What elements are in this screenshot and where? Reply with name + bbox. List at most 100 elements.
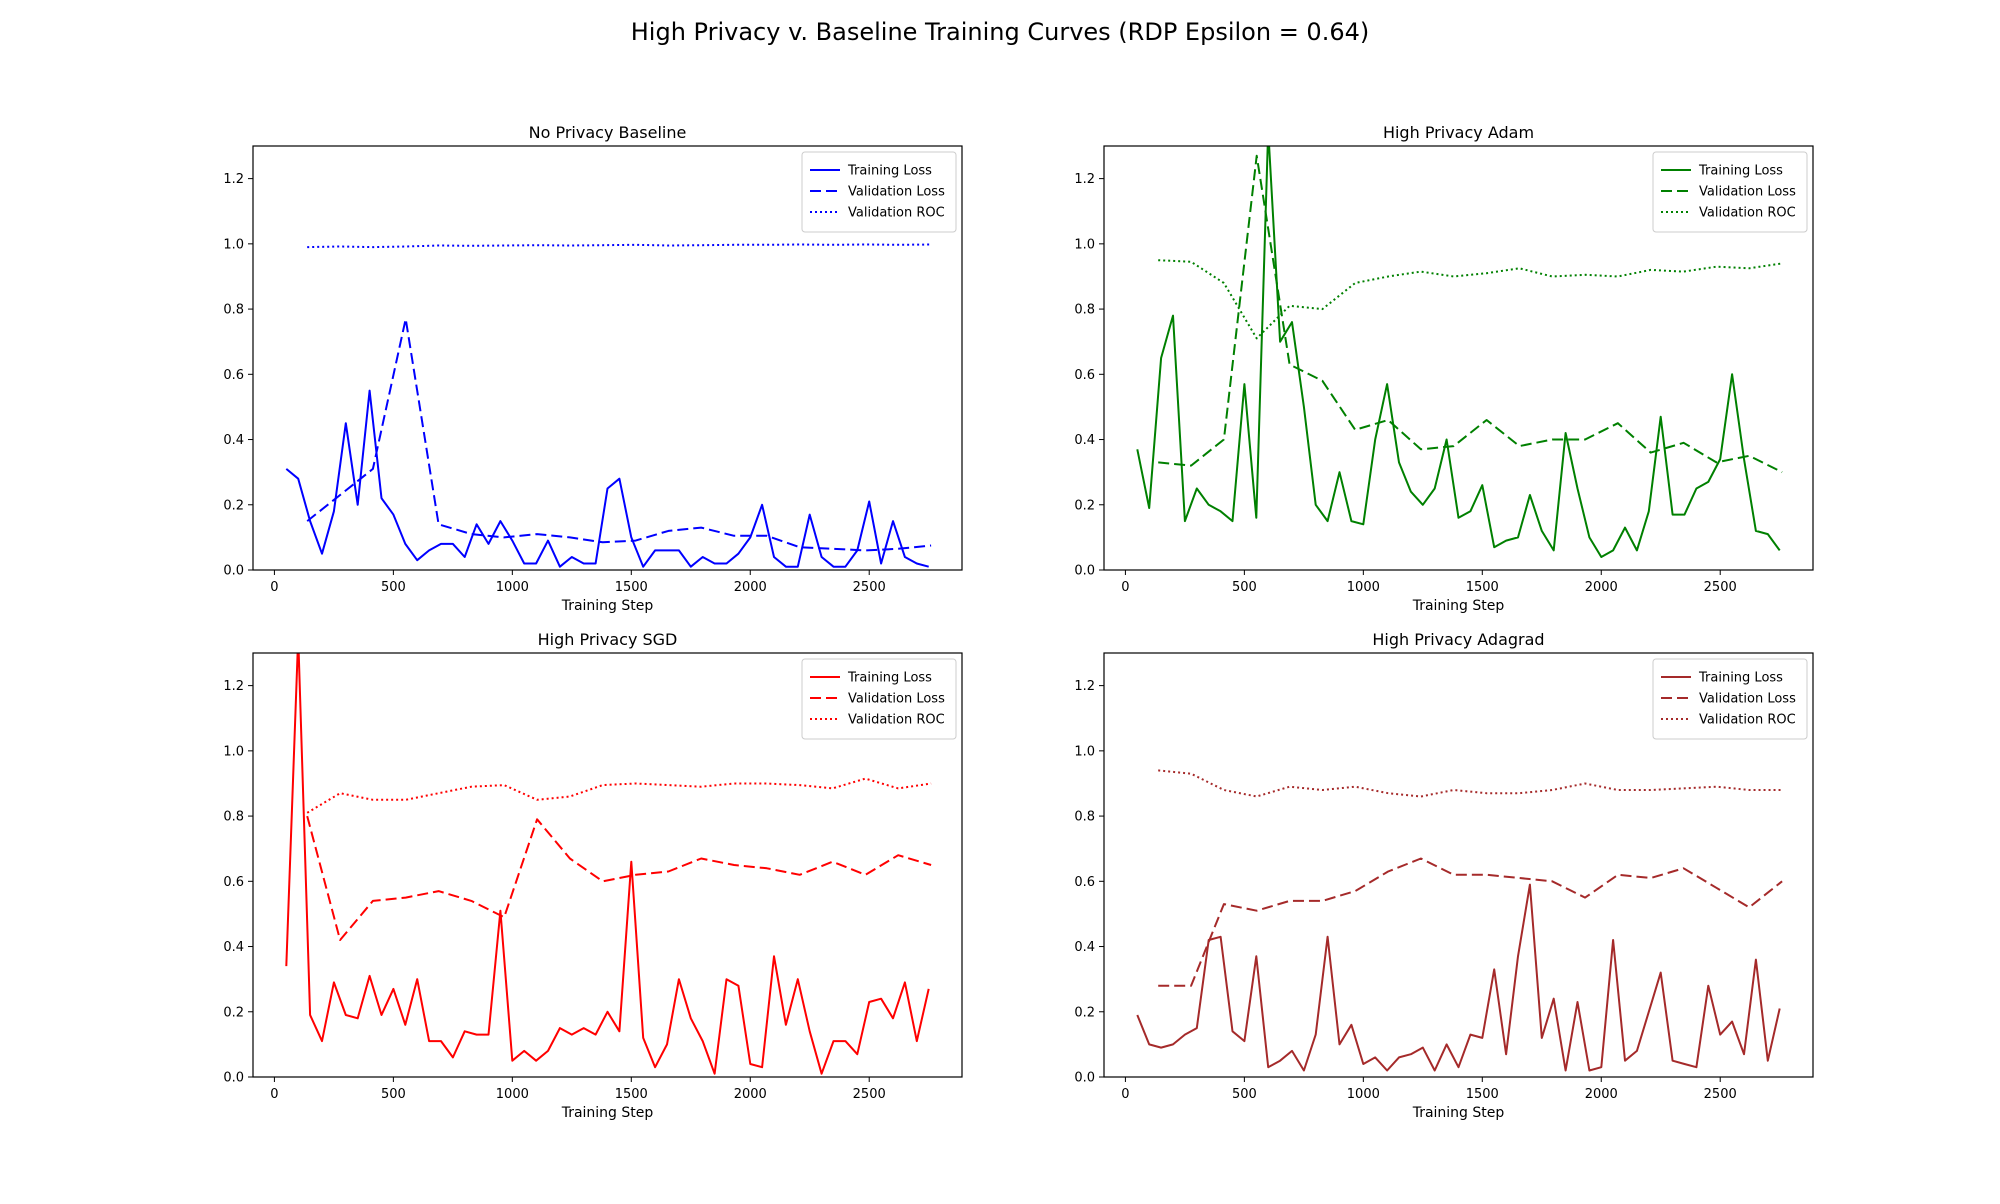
- legend-label: Validation Loss: [848, 692, 945, 707]
- x-tick-label: 2500: [1704, 580, 1737, 595]
- legend-label: Validation ROC: [1699, 713, 1796, 728]
- y-tick-label: 1.2: [223, 172, 244, 187]
- x-tick-label: 2500: [1704, 1087, 1737, 1102]
- x-axis-label: Training Step: [561, 1105, 654, 1121]
- axes-frame: [252, 145, 963, 571]
- legend-label: Validation Loss: [1699, 692, 1796, 707]
- x-tick-label: 0: [270, 1087, 278, 1102]
- y-tick-label: 0.2: [1074, 498, 1095, 513]
- y-tick-label: 1.2: [1074, 172, 1095, 187]
- subplot-title: No Privacy Baseline: [529, 123, 687, 142]
- legend-label: Training Loss: [847, 164, 932, 179]
- legend: Training Loss Validation Loss Validation R…: [1652, 151, 1808, 233]
- axes-frame: [1103, 652, 1814, 1078]
- legend-frame: [1652, 151, 1808, 233]
- x-tick-label: 2000: [734, 580, 767, 595]
- y-tick-label: 0.8: [1074, 303, 1095, 318]
- y-tick-label: 1.2: [223, 679, 244, 694]
- y-tick-label: 1.0: [1074, 744, 1095, 759]
- x-tick-label: 1500: [1466, 1087, 1499, 1102]
- x-tick-label: 1500: [615, 1087, 648, 1102]
- legend-label: Training Loss: [1698, 671, 1783, 686]
- y-tick-label: 1.2: [1074, 679, 1095, 694]
- axes-frame: [1103, 145, 1814, 571]
- x-tick-label: 0: [1121, 1087, 1129, 1102]
- series-group: [285, 243, 932, 568]
- subplot-3: High Privacy SGD 0 500 1000 1500 2000 2500 0.0 0…: [223, 630, 963, 1121]
- y-tick-label: 0.8: [223, 303, 244, 318]
- legend-frame: [1652, 658, 1808, 740]
- legend: Training Loss Validation Loss Validation R…: [801, 151, 957, 233]
- x-tick-label: 0: [270, 580, 278, 595]
- series-line-validation-roc: [307, 243, 932, 249]
- series-line-validation-loss: [306, 317, 932, 552]
- legend-label: Validation Loss: [1699, 185, 1796, 200]
- x-tick-label: 2000: [1585, 580, 1618, 595]
- y-tick-label: 0.8: [223, 810, 244, 825]
- series-line-training-loss: [1136, 883, 1781, 1072]
- x-tick-label: 500: [1232, 1087, 1257, 1102]
- series-group: [1136, 146, 1783, 558]
- y-tick-label: 0.2: [223, 498, 244, 513]
- x-tick-label: 2500: [853, 580, 886, 595]
- legend: Training Loss Validation Loss Validation R…: [1652, 658, 1808, 740]
- x-tick-label: 1500: [1466, 580, 1499, 595]
- y-tick-label: 0.0: [1074, 564, 1095, 579]
- x-tick-label: 1000: [1347, 1087, 1380, 1102]
- x-tick-label: 500: [1232, 580, 1257, 595]
- series-group: [1136, 769, 1783, 1072]
- x-tick-label: 0: [1121, 580, 1129, 595]
- legend-label: Validation Loss: [848, 185, 945, 200]
- y-tick-label: 0.8: [1074, 810, 1095, 825]
- y-tick-label: 0.4: [1074, 940, 1095, 955]
- y-tick-label: 0.0: [223, 564, 244, 579]
- y-tick-label: 0.4: [223, 940, 244, 955]
- series-line-validation-loss: [1158, 857, 1783, 987]
- series-line-training-loss: [285, 653, 930, 1075]
- subplot-title: High Privacy SGD: [538, 630, 678, 649]
- series-line-training-loss: [285, 389, 929, 568]
- x-tick-label: 2000: [734, 1087, 767, 1102]
- subplot-2: High Privacy Adam 0 500 1000 1500 2000 2500 0.0…: [1074, 123, 1814, 614]
- y-tick-label: 0.2: [1074, 1005, 1095, 1020]
- figure-title: High Privacy v. Baseline Training Curves…: [630, 18, 1370, 46]
- x-tick-label: 1500: [615, 580, 648, 595]
- legend-frame: [801, 151, 957, 233]
- x-tick-label: 1000: [1347, 580, 1380, 595]
- x-tick-label: 2500: [853, 1087, 886, 1102]
- y-tick-label: 1.0: [223, 237, 244, 252]
- x-axis-label: Training Step: [1412, 1105, 1505, 1121]
- series-line-validation-roc: [1158, 259, 1783, 340]
- axes-frame: [252, 652, 963, 1078]
- x-tick-label: 500: [381, 580, 406, 595]
- x-tick-label: 1000: [496, 580, 529, 595]
- series-line-validation-loss: [306, 815, 932, 941]
- legend-label: Validation ROC: [848, 206, 945, 221]
- subplot-title: High Privacy Adagrad: [1372, 630, 1544, 649]
- legend-label: Training Loss: [847, 671, 932, 686]
- series-line-training-loss: [1136, 146, 1781, 558]
- y-tick-label: 0.4: [1074, 433, 1095, 448]
- y-tick-label: 0.6: [223, 875, 244, 890]
- legend-label: Validation ROC: [848, 713, 945, 728]
- x-tick-label: 500: [381, 1087, 406, 1102]
- y-tick-label: 0.4: [223, 433, 244, 448]
- y-tick-label: 0.6: [223, 368, 244, 383]
- subplot-4: High Privacy Adagrad 0 500 1000 1500 2000 2500…: [1074, 630, 1814, 1121]
- legend-label: Validation ROC: [1699, 206, 1796, 221]
- subplot-1: No Privacy Baseline 0 500 1000 1500 2000 2500 0…: [223, 123, 963, 614]
- y-tick-label: 0.2: [223, 1005, 244, 1020]
- y-tick-label: 0.6: [1074, 368, 1095, 383]
- subplot-title: High Privacy Adam: [1383, 123, 1534, 142]
- legend-label: Training Loss: [1698, 164, 1783, 179]
- y-tick-label: 1.0: [1074, 237, 1095, 252]
- y-tick-label: 0.0: [223, 1071, 244, 1086]
- x-axis-label: Training Step: [1412, 598, 1505, 614]
- legend: Training Loss Validation Loss Validation R…: [801, 658, 957, 740]
- y-tick-label: 0.0: [1074, 1071, 1095, 1086]
- series-group: [285, 653, 932, 1075]
- legend-frame: [801, 658, 957, 740]
- series-line-validation-roc: [1158, 769, 1783, 798]
